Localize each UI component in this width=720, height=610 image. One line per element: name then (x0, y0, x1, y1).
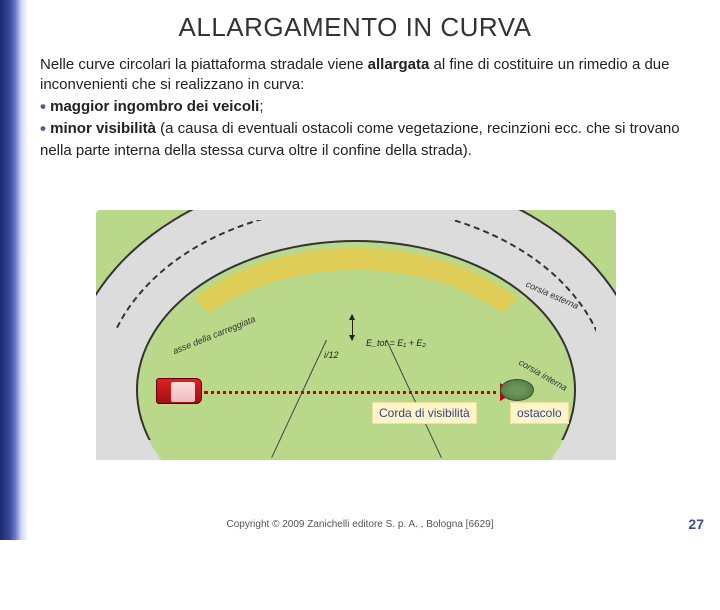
copyright-text: Copyright © 2009 Zanichelli editore S. p… (0, 519, 720, 530)
page-number: 27 (688, 516, 704, 532)
corda-label-box: Corda di visibilità (372, 402, 477, 424)
i12-label: i/12 (324, 350, 339, 360)
bullet1-tail: ; (259, 98, 263, 115)
page-title: ALLARGAMENTO IN CURVA (40, 0, 600, 53)
intro-paragraph: Nelle curve circolari la piattaforma str… (40, 55, 690, 96)
obstacle-icon (500, 379, 534, 401)
etot-label: E_tot = E₁ + E₂ (366, 338, 426, 348)
left-gradient-border (0, 0, 28, 540)
visibility-chord (204, 391, 504, 394)
bullet-icon: • (40, 97, 46, 116)
bullet1-bold: maggior ingombro dei veicoli (50, 98, 259, 115)
intro-text-a: Nelle curve circolari la piattaforma str… (40, 56, 368, 73)
car-icon (156, 378, 202, 404)
curve-diagram: i/12 E_tot = E₁ + E₂ asse della carreggi… (96, 210, 616, 460)
bullet-1: • maggior ingombro dei veicoli; (40, 96, 690, 119)
body-text: Nelle curve circolari la piattaforma str… (40, 53, 700, 162)
content-area: ALLARGAMENTO IN CURVA Nelle curve circol… (40, 0, 700, 162)
bullet-icon: • (40, 119, 46, 138)
bullet2-bold: minor visibilità (50, 120, 156, 137)
intro-bold: allargata (368, 56, 430, 73)
ostacolo-label-box: ostacolo (510, 402, 569, 424)
bullet-2: • minor visibilità (a causa di eventuali… (40, 118, 690, 161)
etot-arrow (352, 315, 353, 340)
